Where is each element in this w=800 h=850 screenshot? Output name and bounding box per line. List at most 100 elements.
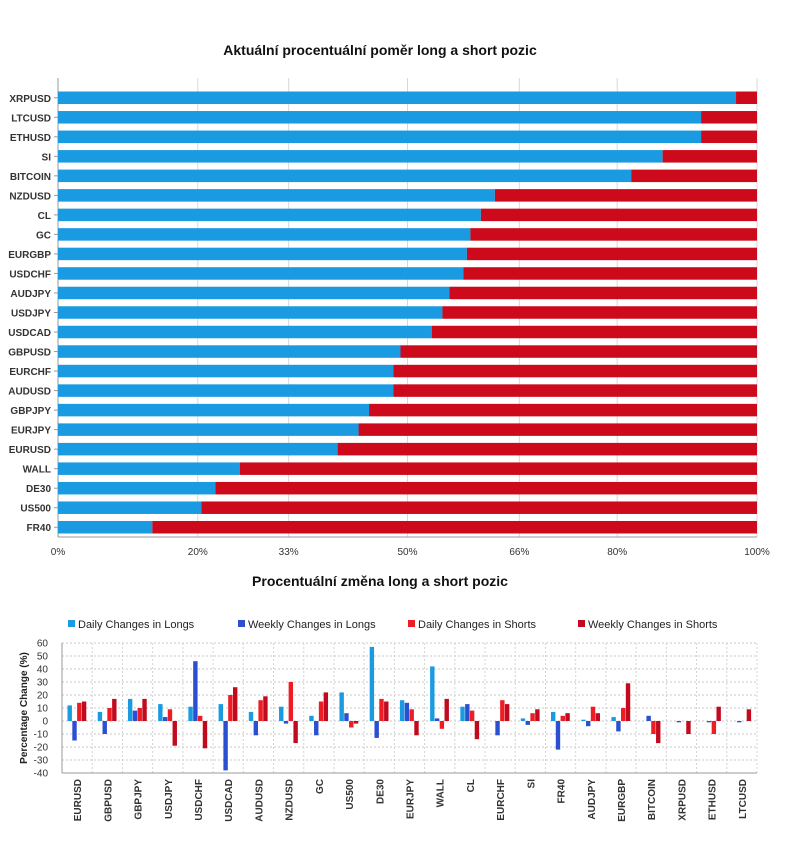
legend-swatch	[68, 620, 75, 627]
long-bar	[58, 403, 370, 417]
change-bar	[77, 702, 82, 721]
x-tick-label: GBPJPY	[134, 779, 145, 820]
change-bar	[248, 711, 254, 721]
y-tick-label: EURGBP	[8, 250, 51, 261]
change-bar	[97, 711, 103, 721]
change-bar	[737, 721, 742, 723]
change-bar	[202, 721, 208, 749]
long-bar	[58, 345, 401, 358]
x-tick-label: 0%	[51, 547, 66, 558]
short-bar	[358, 423, 757, 436]
change-bar	[676, 721, 682, 723]
change-bar	[530, 713, 535, 721]
y-tick-label: USDCAD	[8, 328, 51, 339]
change-bar	[158, 704, 163, 721]
x-tick-label: BITCOIN	[647, 779, 658, 820]
change-bar	[309, 715, 314, 721]
short-bar	[470, 228, 757, 241]
x-tick-label: 50%	[397, 547, 417, 558]
change-bar	[404, 702, 410, 721]
change-bar	[550, 711, 556, 721]
change-bar	[232, 687, 238, 721]
change-bar	[399, 700, 405, 721]
y-tick-label: CL	[38, 211, 51, 222]
change-bar	[314, 721, 319, 736]
y-tick-label: -20	[34, 743, 49, 754]
short-bar	[701, 130, 757, 144]
change-bar	[439, 721, 445, 729]
long-bar	[58, 247, 467, 261]
change-bar	[258, 700, 263, 721]
short-bar	[442, 306, 757, 319]
short-bar	[201, 501, 758, 514]
y-tick-label: GBPUSD	[8, 348, 51, 359]
change-bar	[197, 715, 203, 721]
long-bar	[58, 384, 394, 397]
x-tick-label: NZDUSD	[285, 779, 296, 821]
y-tick-label: USDJPY	[11, 309, 51, 320]
legend-label: Daily Changes in Longs	[78, 619, 195, 631]
long-bar	[58, 364, 394, 378]
change-bar	[560, 715, 565, 721]
change-bar	[107, 708, 112, 721]
y-tick-label: AUDUSD	[8, 387, 51, 398]
y-tick-label: 30	[37, 678, 49, 689]
y-tick-label: US500	[20, 504, 51, 515]
x-tick-label: ETHUSD	[708, 779, 719, 820]
change-bar	[656, 721, 661, 744]
short-bar	[631, 169, 757, 183]
change-bar	[590, 706, 596, 721]
change-bar	[646, 715, 651, 721]
x-tick-label: GC	[315, 779, 326, 794]
change-bar	[495, 721, 500, 736]
change-bar	[555, 721, 561, 750]
short-bar	[393, 384, 757, 397]
change-bar	[434, 718, 440, 721]
y-tick-label: 50	[37, 652, 49, 663]
change-bar	[167, 709, 173, 721]
change-bar	[686, 721, 691, 734]
x-tick-label: GBPUSD	[103, 779, 114, 822]
change-bar	[474, 721, 480, 740]
y-tick-label: NZDUSD	[9, 191, 51, 202]
x-tick-label: XRPUSD	[677, 779, 688, 821]
long-short-ratio-chart: 0% 20% 33% 50% 66% 80% 100% XRPUSD LTCUSD ETHUSD S…	[8, 78, 770, 558]
legend-label: Daily Changes in Shorts	[418, 619, 537, 631]
y-tick-label: WALL	[23, 465, 51, 476]
short-bar	[494, 189, 757, 202]
change-bar	[500, 700, 505, 721]
y-tick-label: EURCHF	[9, 367, 51, 378]
x-tick-label: CL	[466, 779, 477, 792]
x-tick-label: 20%	[188, 547, 208, 558]
x-tick-label: DE30	[375, 779, 386, 804]
long-bar	[58, 169, 632, 183]
legend-swatch	[408, 620, 415, 627]
x-tick-label: USDJPY	[164, 779, 175, 819]
change-bar	[218, 704, 223, 721]
change-bar	[293, 721, 298, 744]
short-bar	[152, 520, 758, 534]
change-bar	[706, 721, 712, 723]
change-bar	[595, 713, 601, 721]
change-bar	[253, 721, 259, 736]
change-bar	[127, 698, 133, 721]
change-bar	[263, 696, 268, 721]
change-bar	[162, 717, 168, 721]
change-bar	[72, 721, 77, 741]
y-tick-label: EURJPY	[11, 426, 51, 437]
x-tick-label: EURCHF	[496, 779, 507, 821]
y-tick-label: -10	[34, 730, 49, 741]
y-tick-label: USDCHF	[9, 269, 51, 280]
short-bar	[431, 325, 757, 339]
change-bar	[384, 701, 389, 721]
change-bar	[323, 692, 329, 721]
short-bar	[337, 442, 757, 456]
x-tick-label: 33%	[279, 547, 299, 558]
long-bar	[58, 267, 464, 280]
short-bar	[480, 208, 757, 222]
change-bar	[581, 719, 586, 721]
long-bar	[58, 130, 702, 144]
long-bar	[58, 189, 495, 202]
long-bar	[58, 442, 338, 456]
change-bar	[716, 706, 721, 721]
